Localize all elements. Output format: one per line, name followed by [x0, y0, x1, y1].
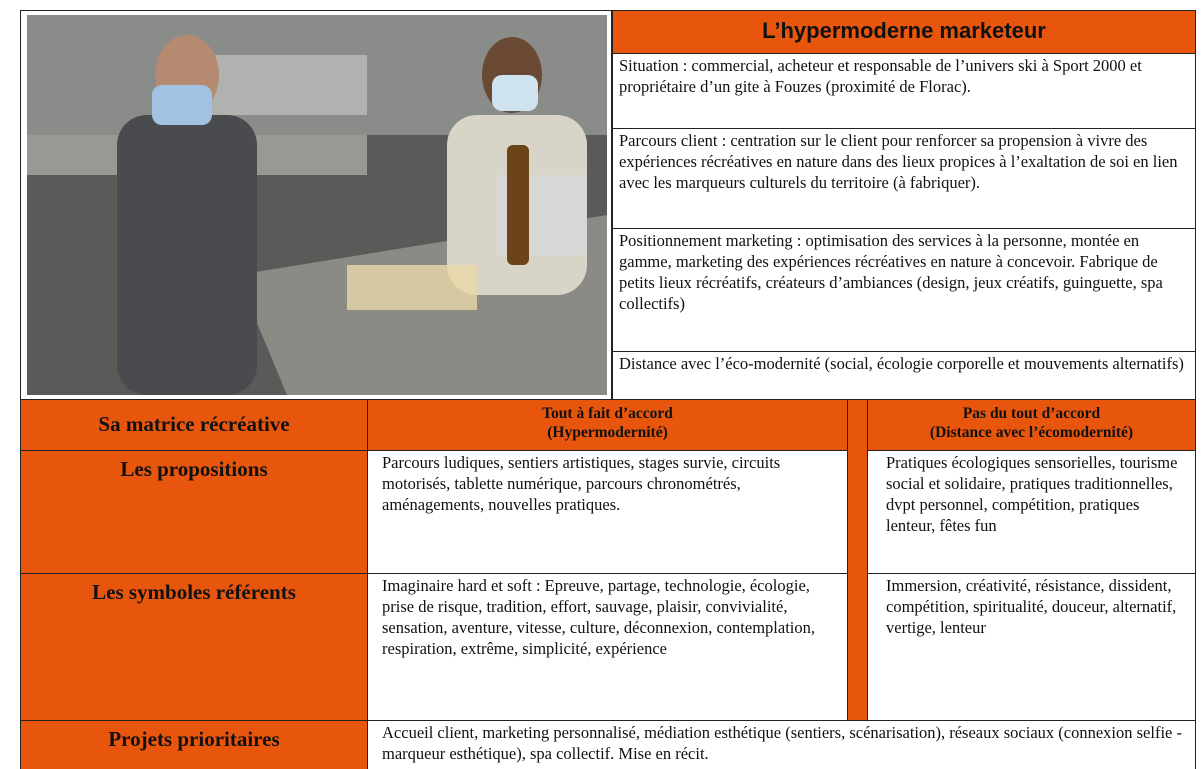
profile-cell: Positionnement marketing : optimisation …	[612, 228, 1196, 352]
profile-title: L’hypermoderne marketeur	[612, 10, 1196, 54]
matrix-title: Sa matrice récréative	[20, 399, 368, 451]
profile-cell: Parcours client : centration sur le clie…	[612, 128, 1196, 229]
profile-cell: Distance avec l’éco-modernité (social, é…	[612, 351, 1196, 400]
header-line: (Hypermodernité)	[547, 424, 668, 441]
row-cell: Immersion, créativité, résistance, dissi…	[867, 573, 1196, 721]
row-label: Les symboles référents	[20, 573, 368, 721]
row-label: Les propositions	[20, 450, 368, 574]
separator-column	[847, 399, 868, 721]
column-header: Tout à fait d’accord (Hypermodernité)	[367, 399, 848, 451]
photo	[27, 15, 607, 395]
header-line: Pas du tout d’accord	[962, 405, 1101, 422]
row-label: Projets prioritaires	[20, 720, 368, 769]
profile-cell: Situation : commercial, acheteur et resp…	[612, 53, 1196, 129]
column-header: Pas du tout d’accord (Distance avec l’éco…	[867, 399, 1196, 451]
header-line: (Distance avec l’écomodernité)	[929, 424, 1134, 441]
photo-frame	[20, 10, 612, 400]
row-cell: Parcours ludiques, sentiers artistiques,…	[367, 450, 848, 574]
row-cell: Accueil client, marketing personnalisé, …	[367, 720, 1196, 769]
header-line: Tout à fait d’accord	[542, 405, 673, 422]
row-cell: Imaginaire hard et soft : Epreuve, parta…	[367, 573, 848, 721]
row-cell: Pratiques écologiques sensorielles, tour…	[867, 450, 1196, 574]
